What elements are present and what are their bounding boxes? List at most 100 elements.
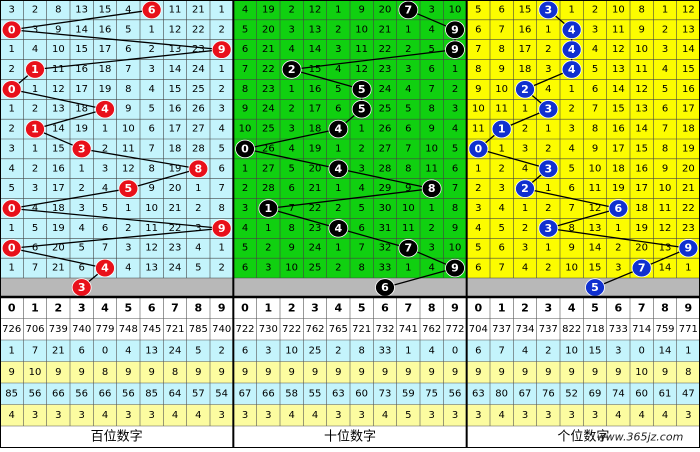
cell-value: 16 (52, 163, 65, 174)
cell-value: 5 (288, 163, 294, 174)
cell-value: 22 (169, 223, 182, 234)
cell-value: 5 (358, 203, 364, 214)
cell-value: 7 (662, 124, 668, 135)
cell-value: 2 (545, 44, 551, 55)
cell-value: 25 (309, 263, 322, 274)
stat-value: 4 (522, 345, 528, 356)
ball (608, 199, 629, 218)
ball (235, 139, 255, 159)
cell-value: 1 (32, 143, 38, 154)
stat-value: 3 (78, 410, 84, 421)
cell-value: 2 (218, 84, 224, 95)
cell-value: 12 (52, 84, 65, 95)
stat-value: 85 (145, 388, 158, 399)
ball (515, 179, 535, 198)
cell-value: 26 (379, 124, 392, 135)
cell-value: 1 (8, 44, 14, 55)
ball-number: 5 (591, 281, 599, 294)
ball (398, 239, 419, 258)
stat-value: 56 (122, 388, 135, 399)
stat-value: 772 (445, 324, 464, 335)
cell-value: 11 (612, 24, 625, 35)
cell-value: 4 (475, 223, 481, 234)
stat-value: 3 (428, 410, 434, 421)
cell-value: 3 (592, 24, 598, 35)
ball (538, 159, 559, 178)
cell-value: 1 (522, 104, 528, 115)
stat-value: 3 (265, 410, 271, 421)
cell-value: 17 (682, 104, 695, 115)
stat-value: 7 (32, 345, 38, 356)
cell-value: 2 (195, 203, 201, 214)
cell-value: 10 (589, 163, 602, 174)
stat-value: 73 (379, 388, 392, 399)
column-header: 0 (475, 301, 483, 314)
cell-value: 16 (75, 64, 88, 75)
cell-value: 8 (358, 263, 364, 274)
stat-value: 3 (615, 345, 621, 356)
cell-value: 2 (475, 183, 481, 194)
cell-value: 9 (452, 223, 458, 234)
stat-value: 726 (2, 324, 21, 335)
column-header: 6 (148, 301, 156, 314)
stat-value: 740 (212, 324, 231, 335)
cell-value: 6 (405, 124, 411, 135)
cell-value: 24 (379, 84, 392, 95)
stat-value: 9 (428, 367, 434, 378)
stat-value: 706 (25, 324, 44, 335)
stat-value: 56 (449, 388, 462, 399)
cell-value: 4 (522, 263, 528, 274)
cell-value: 8 (148, 163, 154, 174)
cell-value: 16 (635, 163, 648, 174)
column-header: 8 (661, 301, 669, 314)
stat-value: 63 (472, 388, 485, 399)
cell-value: 5 (662, 84, 668, 95)
cell-value: 5 (335, 84, 341, 95)
stat-value: 3 (218, 410, 224, 421)
cell-value: 12 (169, 24, 182, 35)
cell-value: 4 (288, 44, 294, 55)
ball-number: 0 (8, 83, 16, 96)
cell-value: 5 (452, 143, 458, 154)
cell-value: 8 (638, 4, 644, 15)
stat-value: 704 (469, 324, 488, 335)
cell-value: 1 (335, 143, 341, 154)
cell-value: 2 (522, 223, 528, 234)
cell-value: 4 (335, 64, 341, 75)
cell-value: 2 (428, 223, 434, 234)
cell-value: 12 (589, 203, 602, 214)
stat-value: 8 (172, 367, 178, 378)
cell-value: 1 (288, 84, 294, 95)
stat-value: 9 (335, 367, 341, 378)
cell-value: 2 (335, 24, 341, 35)
stat-value: 6 (475, 345, 481, 356)
cell-value: 8 (475, 64, 481, 75)
stat-value: 67 (519, 388, 532, 399)
cell-value: 5 (568, 163, 574, 174)
stat-value: 762 (422, 324, 441, 335)
stat-value: 9 (475, 367, 481, 378)
column-header: 2 (288, 301, 296, 314)
cell-value: 2 (265, 243, 271, 254)
column-header: 8 (195, 301, 203, 314)
cell-value: 13 (309, 24, 322, 35)
cell-value: 3 (452, 104, 458, 115)
stat-value: 57 (192, 388, 205, 399)
cell-value: 2 (335, 263, 341, 274)
ball-number: 0 (241, 142, 249, 155)
column-header: 4 (568, 301, 576, 314)
cell-value: 4 (148, 84, 154, 95)
cell-value: 23 (262, 84, 275, 95)
cell-value: 20 (52, 243, 65, 254)
stat-value: 52 (565, 388, 578, 399)
cell-value: 5 (498, 223, 504, 234)
stat-value: 60 (355, 388, 368, 399)
cell-value: 6 (218, 163, 224, 174)
stat-value: 74 (612, 388, 625, 399)
cell-value: 6 (452, 163, 458, 174)
stat-value: 9 (382, 367, 388, 378)
cell-value: 2 (615, 243, 621, 254)
stat-value: 5 (405, 410, 411, 421)
cell-value: 5 (32, 223, 38, 234)
ball (398, 0, 419, 20)
